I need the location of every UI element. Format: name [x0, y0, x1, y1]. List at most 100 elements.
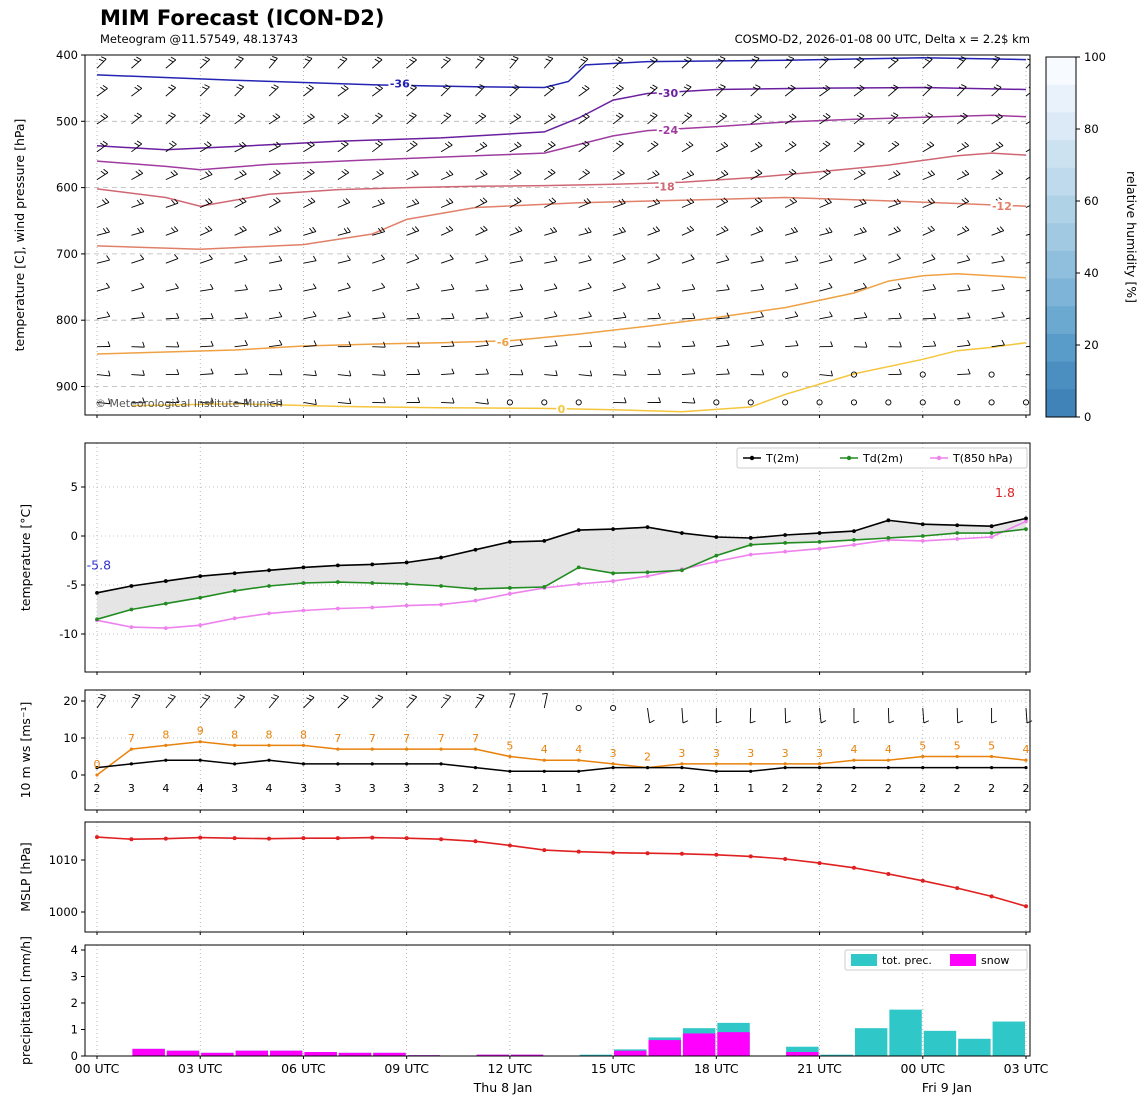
gust-value-label: 7	[403, 732, 410, 745]
wind-barb	[475, 112, 487, 125]
wind-barb	[957, 312, 971, 320]
calm-wind-circle	[988, 399, 995, 406]
svg-text:900: 900	[56, 379, 78, 393]
wind-barb	[922, 170, 936, 181]
calm-wind-circle	[541, 399, 548, 406]
wind-barb	[475, 225, 488, 236]
wind-barb	[544, 168, 556, 181]
wind-barb	[681, 225, 695, 236]
wind-barb	[888, 112, 899, 125]
wind-value-label: 2	[610, 782, 617, 795]
wind-barb	[543, 56, 554, 69]
wind-barb	[716, 284, 730, 292]
svg-text:tot. prec.: tot. prec.	[882, 954, 932, 967]
wind-barb	[371, 56, 383, 69]
wind-barb	[647, 140, 659, 153]
upper-air-content: -36 -30 -24 -18 -12 -6 0	[96, 56, 1030, 415]
wind-barb	[715, 708, 722, 724]
precip-bars	[132, 1009, 1025, 1056]
gust-value-label: 4	[850, 743, 857, 756]
wind-barb	[922, 707, 930, 724]
total-precip-bar	[889, 1009, 922, 1056]
wind-barb	[509, 693, 516, 709]
calm-wind-circle	[954, 399, 961, 406]
snow-bar	[786, 1052, 819, 1056]
wind-barb	[509, 255, 524, 264]
wind-barb	[544, 340, 558, 348]
copyright-text: © Meteorological Institute Munich	[95, 397, 282, 410]
wind-barb	[888, 56, 899, 69]
wind-barb	[234, 312, 248, 320]
wind-barb	[268, 141, 281, 153]
wind-barb	[303, 399, 317, 406]
gust-value-label: 8	[162, 728, 169, 741]
wind-barb	[96, 85, 108, 97]
svg-text:-10: -10	[59, 627, 78, 641]
wind-barb	[303, 370, 317, 377]
wind-barb	[956, 84, 967, 97]
wind-barb	[268, 694, 280, 709]
x-tick-label: 21 UTC	[797, 1061, 842, 1076]
wind-barb	[819, 255, 833, 264]
gust-value-label: 4	[1023, 743, 1030, 756]
wind-value-label: 2	[850, 782, 857, 795]
wind-barb	[509, 284, 524, 292]
wind-barb	[131, 254, 145, 264]
wind-barb	[199, 694, 211, 709]
svg-text:4: 4	[71, 943, 78, 957]
wind-barb	[750, 284, 765, 292]
wind-barb	[303, 113, 315, 125]
gust-value-label: 3	[678, 747, 685, 760]
wind-barb	[440, 694, 452, 709]
wind-barb	[578, 198, 592, 208]
wind-barb	[853, 56, 865, 69]
wind-barb	[131, 341, 145, 348]
wind-barb	[647, 112, 658, 125]
calm-wind-circle	[782, 371, 789, 378]
wind-barb	[165, 84, 176, 97]
snow-bar	[132, 1048, 165, 1056]
snow-bar	[717, 1032, 750, 1056]
gust-value-label: 0	[94, 758, 101, 771]
wind-barb	[647, 226, 661, 236]
wind-barb	[922, 112, 933, 125]
wind-barb	[681, 254, 695, 264]
wind-barb	[337, 311, 352, 320]
wind-barb	[716, 56, 726, 69]
svg-text:0: 0	[71, 1049, 78, 1063]
gust-value-label: 7	[472, 732, 479, 745]
snow-bar	[682, 1033, 716, 1056]
wind-barb	[269, 369, 283, 376]
wind-barb	[681, 368, 696, 376]
snow-bar	[270, 1050, 303, 1056]
wind-barb	[957, 368, 971, 376]
wind-barb	[475, 312, 489, 320]
wind-barb	[200, 198, 213, 208]
wind-barb	[784, 197, 798, 208]
wind-barb	[475, 84, 485, 97]
gust-value-label: 5	[506, 740, 513, 753]
wind-barb	[268, 311, 283, 320]
wind-barb	[544, 113, 556, 125]
wind-barb	[165, 198, 179, 208]
wind-barb	[785, 311, 799, 320]
wind-barb	[819, 311, 833, 320]
wind-barb	[957, 340, 971, 348]
wind-barb	[853, 112, 865, 125]
wind-barb	[337, 113, 349, 125]
wind-barb	[716, 255, 730, 264]
wind-barb	[509, 311, 524, 320]
t2m-line	[95, 516, 1028, 595]
snow-bar	[235, 1050, 269, 1056]
wind-value-label: 2	[988, 782, 995, 795]
wind-barb	[991, 84, 1002, 97]
calm-wind-circle	[885, 399, 892, 406]
wind-barb	[681, 84, 692, 97]
wind-barb	[612, 84, 624, 97]
svg-text:1010: 1010	[49, 853, 78, 867]
svg-text:1000: 1000	[49, 905, 78, 919]
wind-barb	[544, 311, 558, 320]
day-label: Fri 9 Jan	[922, 1080, 972, 1095]
wind-barb	[750, 113, 762, 125]
wind-barb	[337, 140, 349, 153]
